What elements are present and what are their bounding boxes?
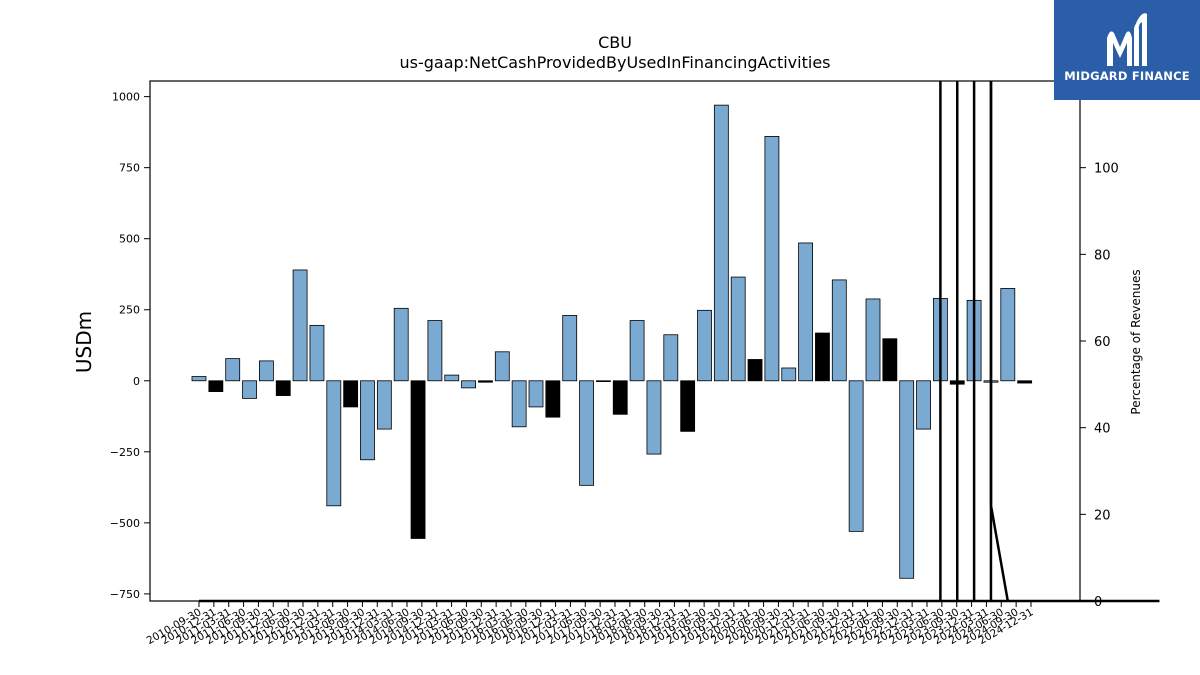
y-tick-label: 0: [133, 375, 140, 388]
bar: [360, 380, 375, 461]
bar: [579, 380, 594, 486]
bar: [680, 380, 696, 432]
y-tick-label: −250: [110, 446, 140, 459]
y2-tick-label: 60: [1094, 335, 1111, 350]
bar: [461, 380, 477, 389]
bar: [309, 324, 325, 382]
logo-text: MIDGARD FINANCE: [1064, 69, 1190, 83]
bar: [916, 380, 931, 430]
bar: [730, 276, 746, 382]
bar: [545, 380, 561, 418]
bar: [629, 320, 645, 382]
bar: [343, 380, 359, 408]
bar: [882, 338, 898, 382]
y2-tick-label: 20: [1094, 508, 1111, 523]
bar: [646, 380, 662, 455]
bar: [258, 360, 274, 382]
bar: [427, 320, 443, 382]
bar: [663, 334, 679, 382]
y2-tick-label: 0: [1094, 595, 1102, 610]
bar: [815, 332, 830, 382]
bar: [478, 380, 493, 383]
y2-tick-label: 80: [1094, 248, 1111, 263]
bar: [781, 367, 797, 382]
y-tick-label: 750: [119, 162, 140, 175]
bar: [562, 315, 578, 382]
bar: [444, 374, 460, 382]
y2-axis-label: Percentage of Revenues: [1129, 269, 1143, 414]
bar: [191, 376, 207, 382]
bar: [326, 380, 342, 507]
bar: [292, 269, 308, 382]
y-tick-label: −750: [110, 588, 140, 601]
bar: [848, 380, 864, 532]
bar: [242, 380, 257, 399]
bar: [208, 380, 224, 392]
y2-tick-label: 40: [1094, 422, 1111, 437]
bar: [393, 307, 409, 382]
bar: [831, 279, 847, 382]
chart-title: CBU: [598, 33, 632, 52]
bar: [747, 359, 763, 382]
bar: [713, 104, 729, 382]
bar: [865, 298, 881, 382]
bar: [697, 309, 712, 382]
bar: [376, 380, 392, 430]
y-tick-label: 1000: [112, 91, 140, 104]
y2-tick-label: 100: [1094, 162, 1119, 177]
bar: [798, 242, 813, 382]
chart-subtitle: us-gaap:NetCashProvidedByUsedInFinancing…: [399, 53, 830, 72]
bar: [612, 380, 628, 415]
midgard-m-logo-icon: [1107, 13, 1147, 66]
y-tick-label: 500: [119, 233, 140, 246]
bar: [494, 351, 510, 382]
bar: [596, 380, 611, 382]
bar: [899, 380, 915, 579]
bar: [528, 380, 544, 408]
bar: [764, 136, 780, 382]
bar: [410, 380, 426, 539]
y-tick-label: 250: [119, 304, 140, 317]
y-tick-label: −500: [110, 517, 140, 530]
bar: [1000, 288, 1016, 382]
y-axis-label: USDm: [72, 311, 96, 373]
bar: [275, 380, 291, 396]
brand-logo: MIDGARD FINANCE: [1054, 0, 1200, 100]
percentage-line-segment: [989, 81, 1010, 602]
bar: [225, 358, 241, 382]
bar: [1017, 380, 1033, 384]
bar: [511, 380, 527, 428]
